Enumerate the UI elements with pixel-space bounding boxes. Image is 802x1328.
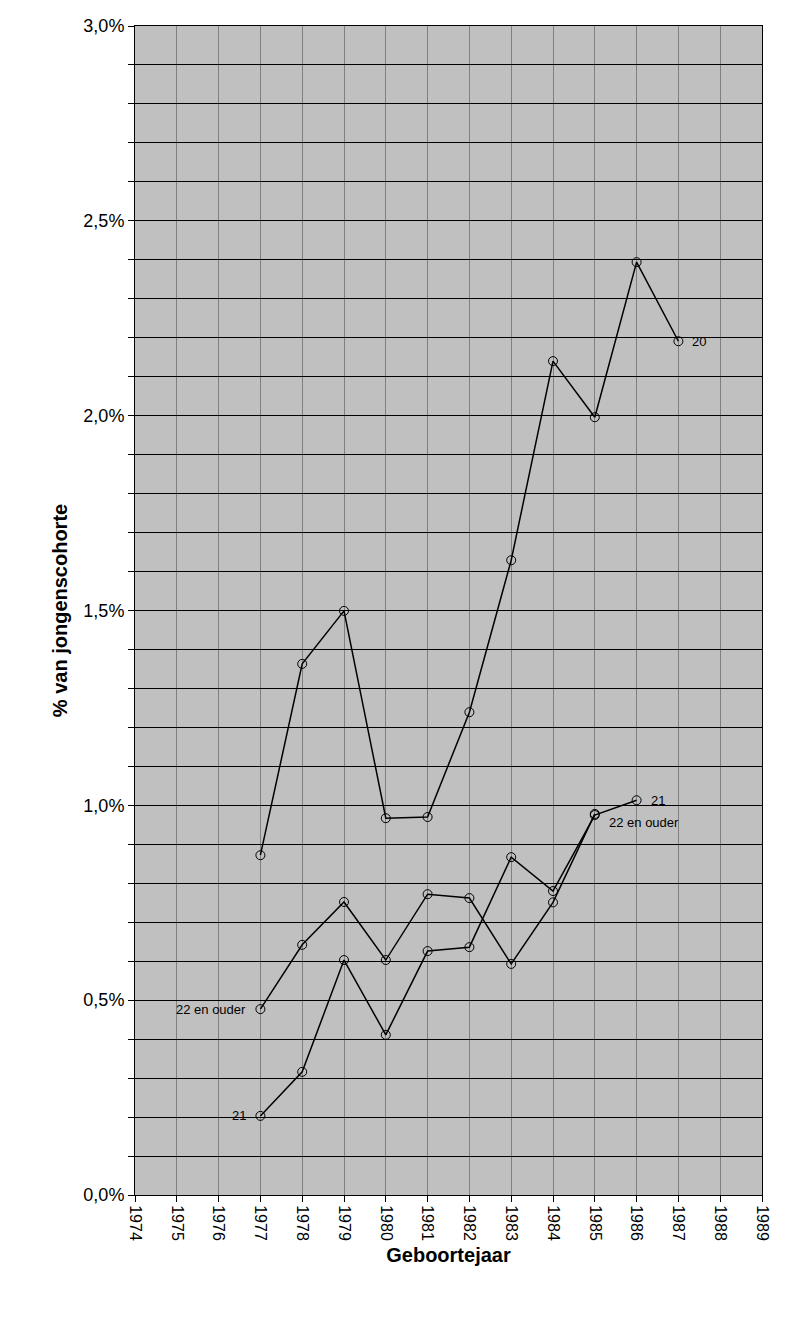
svg-text:0,0%: 0,0% xyxy=(83,1185,124,1205)
svg-text:1985: 1985 xyxy=(587,1205,604,1241)
svg-text:1,5%: 1,5% xyxy=(83,601,124,621)
svg-text:1,0%: 1,0% xyxy=(83,796,124,816)
svg-text:1974: 1974 xyxy=(127,1205,144,1241)
svg-text:1975: 1975 xyxy=(169,1205,186,1241)
svg-text:22 en ouder: 22 en ouder xyxy=(609,815,679,830)
svg-text:1988: 1988 xyxy=(712,1205,729,1241)
svg-text:1987: 1987 xyxy=(670,1205,687,1241)
svg-text:% van jongenscohorte: % van jongenscohorte xyxy=(49,504,71,717)
svg-text:2,5%: 2,5% xyxy=(83,211,124,231)
svg-text:1981: 1981 xyxy=(419,1205,436,1241)
svg-text:1983: 1983 xyxy=(503,1205,520,1241)
svg-text:1976: 1976 xyxy=(210,1205,227,1241)
svg-text:1977: 1977 xyxy=(252,1205,269,1241)
svg-text:0,5%: 0,5% xyxy=(83,990,124,1010)
svg-text:21: 21 xyxy=(651,793,665,808)
svg-text:1986: 1986 xyxy=(628,1205,645,1241)
svg-text:2,0%: 2,0% xyxy=(83,406,124,426)
svg-text:1979: 1979 xyxy=(336,1205,353,1241)
svg-text:1989: 1989 xyxy=(754,1205,771,1241)
svg-text:1980: 1980 xyxy=(378,1205,395,1241)
svg-text:1978: 1978 xyxy=(294,1205,311,1241)
svg-text:1982: 1982 xyxy=(461,1205,478,1241)
svg-text:20: 20 xyxy=(692,334,706,349)
svg-text:21: 21 xyxy=(232,1108,246,1123)
svg-text:Geboortejaar: Geboortejaar xyxy=(386,1244,511,1266)
svg-text:3,0%: 3,0% xyxy=(83,16,124,36)
svg-text:22 en ouder: 22 en ouder xyxy=(176,1002,246,1017)
svg-text:1984: 1984 xyxy=(545,1205,562,1241)
